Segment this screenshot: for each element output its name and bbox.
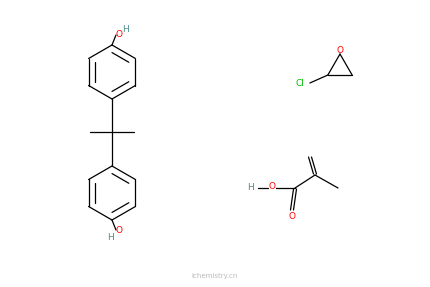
Text: H: H (123, 24, 129, 34)
Text: ichemistry.cn: ichemistry.cn (191, 273, 238, 279)
Text: H: H (247, 183, 253, 193)
Text: O: O (288, 212, 295, 222)
Text: O: O (115, 30, 122, 38)
Text: H: H (108, 234, 114, 243)
Text: O: O (268, 183, 275, 191)
Text: Cl: Cl (295, 79, 304, 88)
Text: O: O (336, 46, 343, 55)
Text: O: O (115, 226, 122, 236)
